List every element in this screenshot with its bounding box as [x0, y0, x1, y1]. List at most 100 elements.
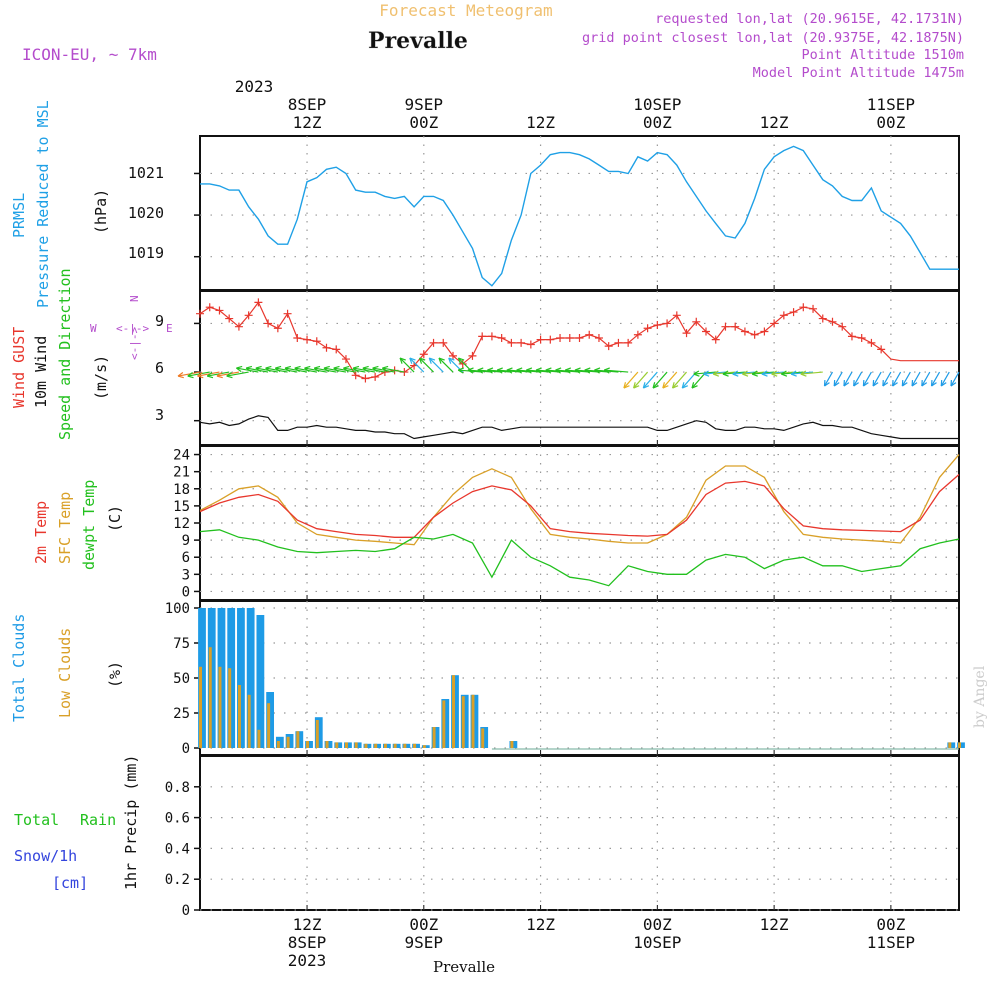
wind-arrow-head — [477, 367, 484, 374]
bottom-hour-label: 12Z — [526, 915, 555, 934]
low-cloud-bar — [374, 743, 378, 748]
gust-marker — [799, 303, 808, 312]
wind-arrow-head — [872, 380, 879, 387]
wind-arrow-head — [693, 370, 700, 377]
pressure-tick-1021: 1021 — [128, 164, 164, 182]
wind-arrow-head — [545, 367, 552, 374]
gust-marker — [672, 311, 681, 320]
wind-direction-arrow — [255, 367, 278, 373]
low-cloud-bar — [257, 729, 261, 748]
wind-series — [177, 298, 960, 440]
wind-direction-arrow — [823, 371, 834, 387]
wind-arrow-head — [187, 372, 194, 379]
gust-marker — [283, 309, 292, 318]
temp-line-dewpt-temp — [199, 529, 960, 587]
wind-arrow-head — [853, 380, 859, 387]
wind-arrow-head — [245, 365, 253, 373]
gust-marker — [507, 338, 516, 347]
low-cloud-bar — [422, 745, 426, 748]
wind-direction-arrow — [353, 367, 376, 373]
low-cloud-bar — [296, 731, 300, 748]
top-hour-label: 00Z — [876, 113, 905, 132]
temp-unit: (C) — [106, 505, 124, 532]
gust-marker — [838, 322, 847, 331]
temp-tick-label: 6 — [182, 550, 190, 566]
temp-tick-label: 12 — [173, 516, 190, 532]
model-label: ICON-EU, ~ 7km — [22, 45, 157, 64]
wind-arrow-head — [940, 380, 947, 387]
wind-arrow-head — [304, 365, 311, 373]
gust-marker — [244, 311, 253, 320]
gust-marker — [439, 338, 448, 347]
wind-gust-label: Wind GUST — [10, 327, 28, 408]
cloud-tick-labels: 0 25 50 75 100 — [165, 601, 190, 757]
precip-total-label: Total — [14, 811, 59, 829]
gust-marker — [818, 314, 827, 323]
low-cloud-bar — [471, 694, 475, 748]
wind-direction-arrow — [265, 367, 288, 373]
gust-marker — [196, 309, 204, 318]
wind-arrow-head — [236, 365, 243, 373]
gust-marker — [497, 334, 506, 343]
wind-direction-arrow — [399, 357, 415, 373]
gust-marker — [215, 306, 224, 315]
top-day-label: 11SEP — [867, 95, 915, 114]
gust-marker — [847, 332, 856, 341]
gust-marker — [877, 345, 886, 354]
wind-arrow-head — [722, 370, 729, 377]
wind-arrow-head — [333, 365, 340, 373]
wind-direction-arrow — [362, 367, 385, 373]
gust-marker — [487, 332, 496, 341]
wind-direction-arrow — [275, 367, 298, 373]
gust-marker — [692, 317, 701, 326]
clouds-tick-label: 75 — [173, 636, 190, 652]
wind-direction-arrow — [197, 371, 220, 377]
wind-arrow-head — [662, 382, 669, 389]
precip-unit: 1hr Precip (mm) — [122, 755, 140, 890]
wind-arrow-head — [594, 367, 601, 374]
wind-arrow-head — [255, 365, 262, 373]
gust-marker — [526, 340, 535, 349]
gust-marker — [361, 374, 370, 383]
temp-tick-label: 21 — [173, 465, 190, 481]
wind-direction-arrow — [284, 367, 308, 373]
location-title: Prevalle — [368, 28, 468, 54]
wind-direction-arrow — [226, 371, 249, 377]
wind-direction-arrow — [882, 371, 892, 387]
gust-marker — [779, 311, 788, 320]
gust-marker — [721, 322, 730, 331]
wind-arrow-head — [409, 357, 416, 364]
wind-direction-arrow — [333, 367, 356, 373]
wind-direction-arrow — [901, 371, 911, 387]
compass-we: <-|-> — [116, 322, 149, 335]
low-cloud-bar — [335, 742, 339, 748]
clouds-tick-label: 25 — [173, 706, 190, 722]
wind-direction-arrow — [177, 371, 201, 377]
precip-tick-labels: 0 0.2 0.4 0.6 0.8 — [165, 780, 190, 919]
wind-arrow-head — [703, 370, 710, 377]
gust-marker — [205, 303, 214, 312]
wind-arrow-head — [623, 382, 630, 389]
low-cloud-bar — [393, 743, 397, 748]
gust-marker — [536, 335, 545, 344]
wind-direction-arrow — [633, 371, 649, 389]
gust-marker — [478, 332, 487, 341]
gust-marker — [770, 319, 779, 328]
low-cloud-bar — [306, 741, 310, 748]
wind-arrow-head — [372, 365, 379, 373]
wind-arrow-head — [177, 372, 184, 379]
precip-tick-label: 0.2 — [165, 872, 190, 888]
low-cloud-bar — [481, 728, 485, 748]
gust-marker — [711, 335, 720, 344]
wind-arrow-head — [526, 367, 533, 374]
wind-unit: (m/s) — [92, 355, 110, 400]
gust-marker — [750, 330, 759, 339]
gust-marker — [429, 338, 438, 347]
wind-arrow-head — [691, 382, 698, 389]
precip-tick-label: 0.4 — [165, 841, 190, 857]
wind-arrow-head — [642, 382, 650, 389]
low-cloud-bar — [442, 700, 446, 748]
